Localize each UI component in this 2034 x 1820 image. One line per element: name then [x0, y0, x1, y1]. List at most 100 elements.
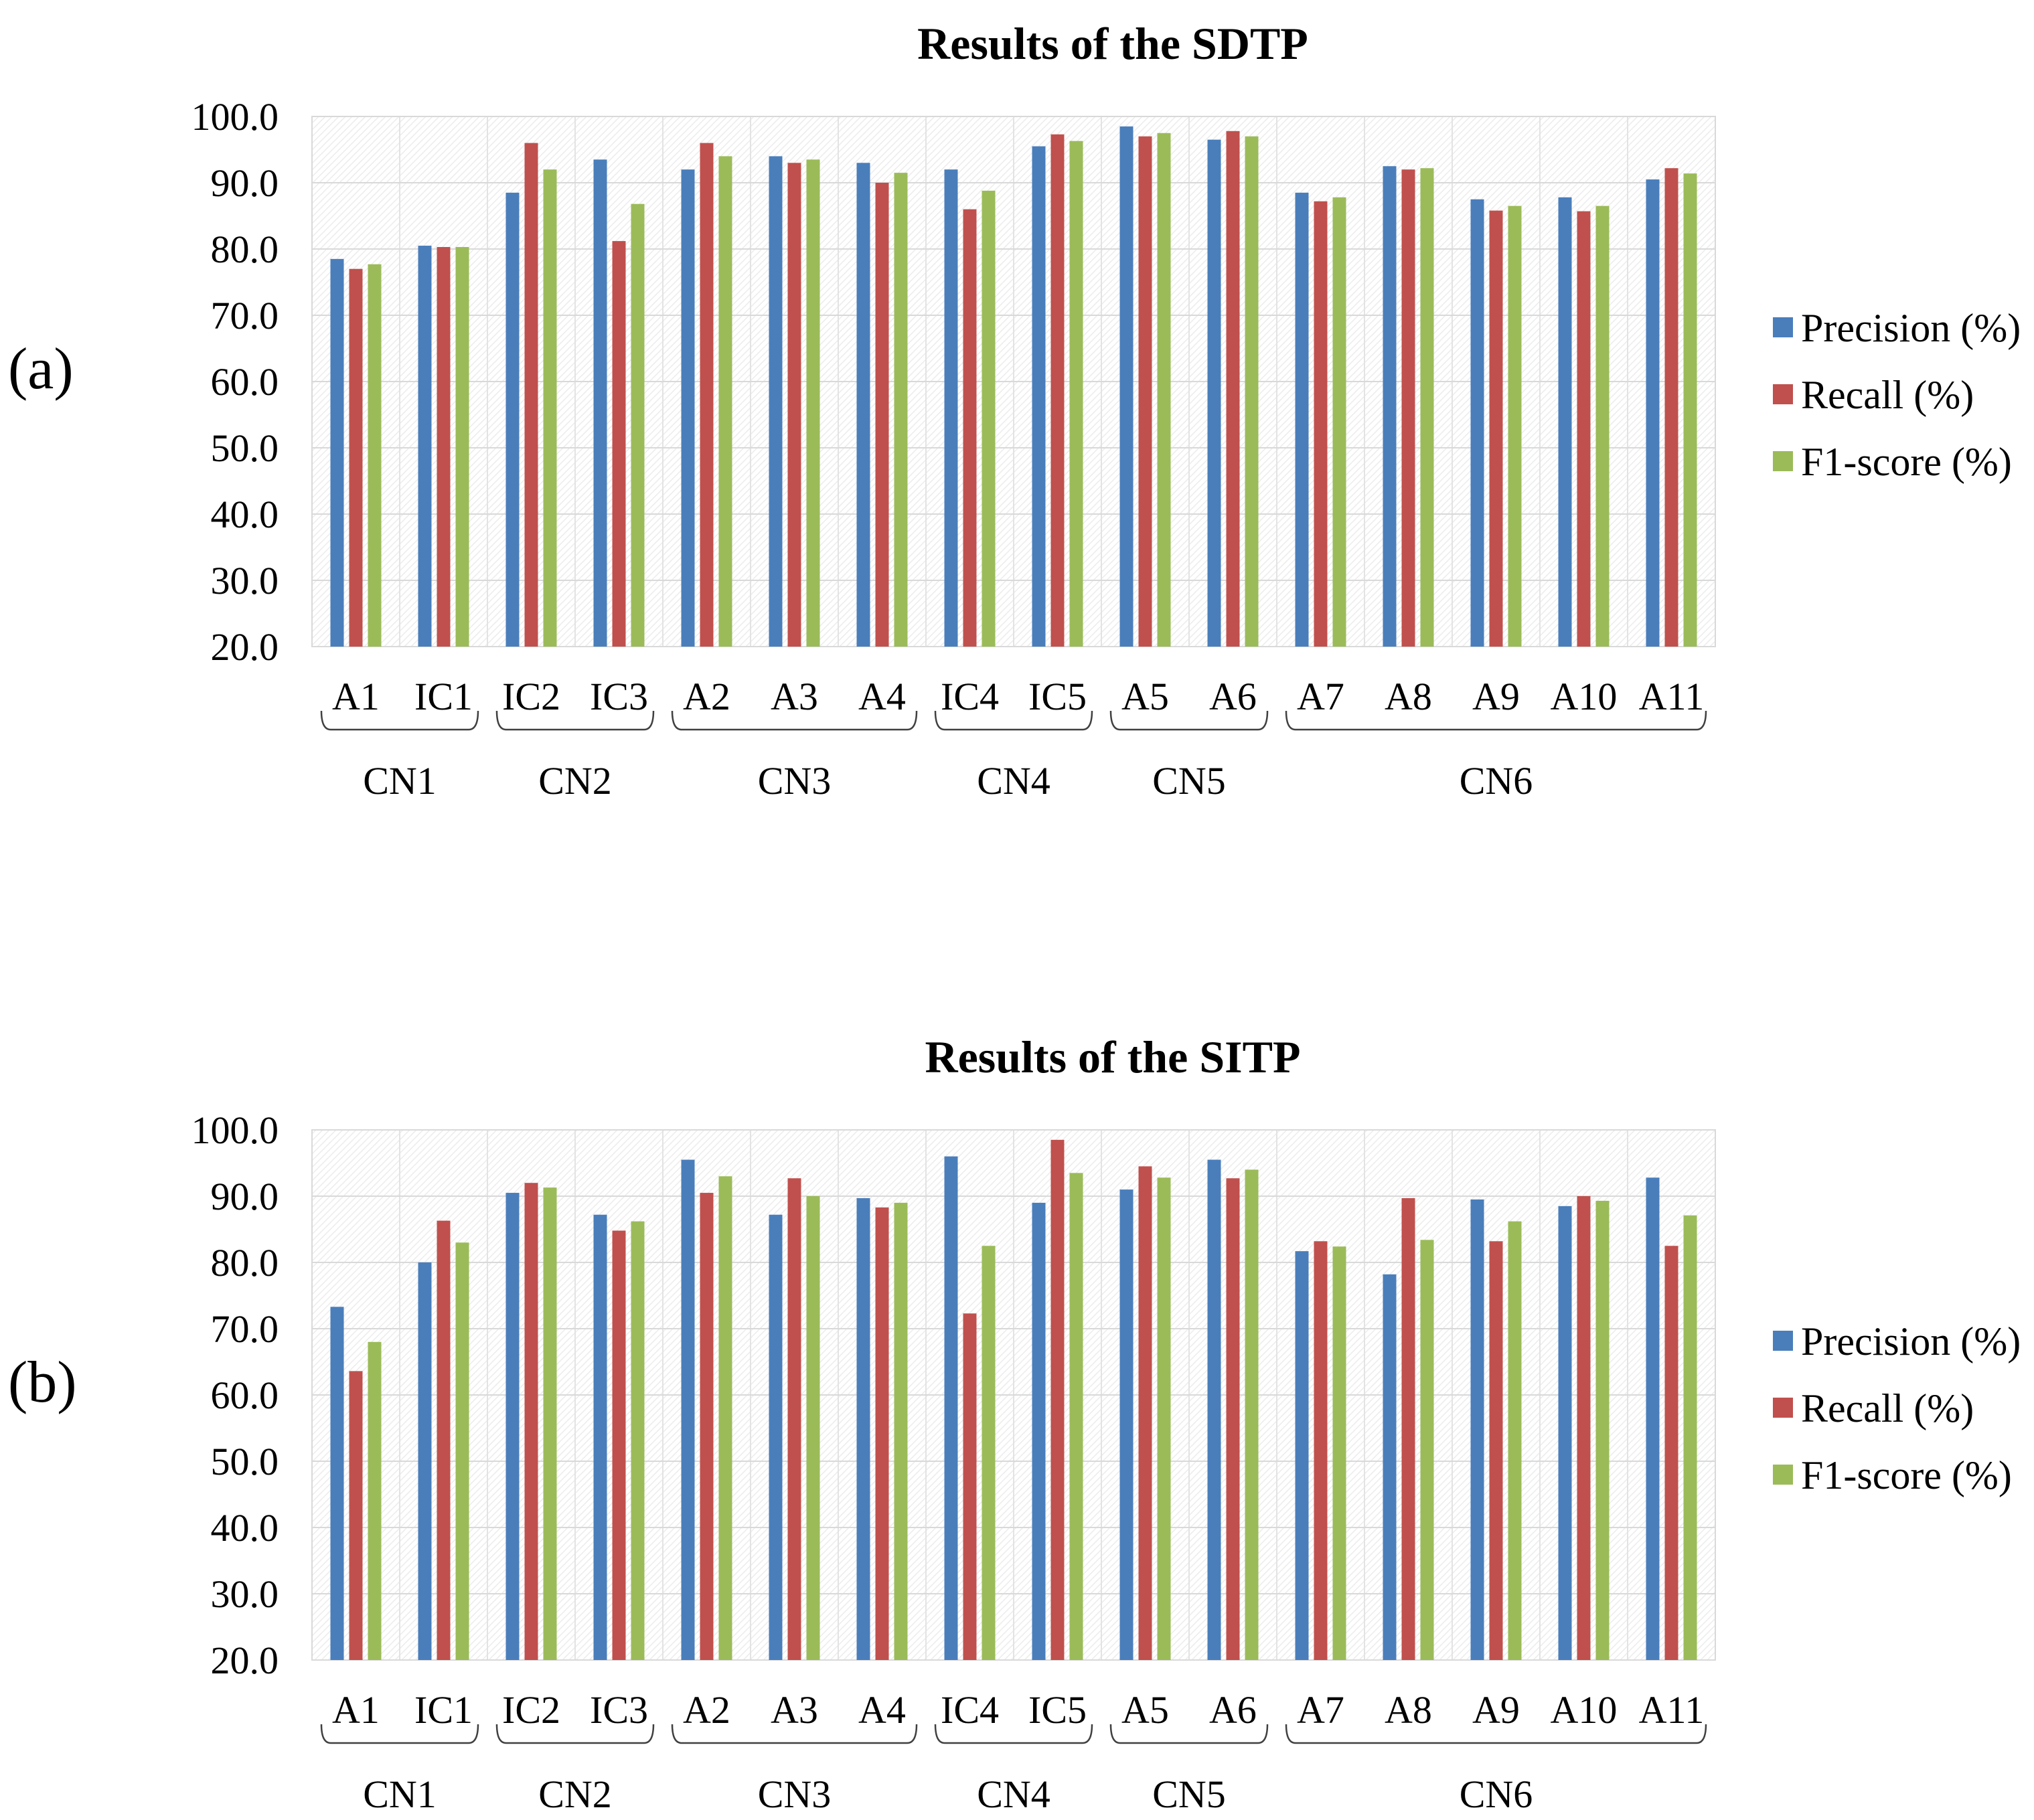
bar-recall-a9	[1489, 210, 1503, 647]
x-tick-label: A3	[771, 1688, 818, 1732]
x-tick-label: A8	[1385, 675, 1432, 718]
group-brace	[671, 710, 918, 731]
legend-label-precision: Precision (%)	[1801, 306, 2021, 350]
bar-f1-a8	[1420, 168, 1434, 647]
bar-precision-ic3	[593, 1214, 607, 1660]
bar-precision-a10	[1558, 1206, 1572, 1660]
bar-f1-ic2	[543, 1187, 557, 1660]
x-tick-label: A8	[1385, 1688, 1432, 1732]
legend-swatch-precision	[1773, 1331, 1793, 1351]
bar-f1-a6	[1245, 136, 1259, 647]
bar-precision-a9	[1470, 199, 1484, 647]
bar-precision-a6	[1207, 1159, 1221, 1660]
x-tick-label: IC3	[590, 675, 648, 718]
bar-precision-a2	[681, 169, 695, 647]
bar-precision-a1	[330, 1307, 344, 1660]
y-tick-label: 70.0	[211, 294, 279, 337]
bar-recall-a5	[1138, 1166, 1152, 1660]
bar-f1-a10	[1595, 205, 1610, 647]
bar-recall-a6	[1226, 131, 1240, 647]
bar-recall-ic4	[963, 1313, 977, 1660]
y-tick-label: 70.0	[211, 1307, 279, 1351]
bar-precision-a3	[769, 1214, 783, 1660]
legend-label-f1: F1-score (%)	[1801, 1453, 2012, 1497]
bar-f1-ic4	[982, 1246, 996, 1660]
legend-swatch-precision	[1773, 317, 1793, 337]
plot-area-sdtp: 20.0 30.0 40.0 50.0 60.0 70.0 80.0 90.0 100.0 A1 I…	[191, 95, 1716, 803]
x-tick-label: A1	[332, 1688, 380, 1732]
group-brace	[934, 710, 1093, 731]
legend-swatch-recall	[1773, 1398, 1793, 1418]
group-label-cn1: CN1	[363, 1772, 437, 1816]
x-tick-label: A6	[1209, 675, 1257, 718]
x-tick-label: IC3	[590, 1688, 648, 1732]
y-tick-label: 30.0	[211, 559, 279, 602]
chart-sdtp: (a) Results of the SDTP 20.0 30.0 40.0 50.0…	[8, 18, 2021, 803]
bar-f1-a10	[1595, 1200, 1610, 1660]
x-tick-label: IC1	[414, 1688, 473, 1732]
bar-recall-ic5	[1050, 134, 1065, 647]
panel-label-a: (a)	[8, 337, 74, 402]
x-tick-label: IC1	[414, 675, 473, 718]
bar-f1-ic3	[631, 203, 645, 647]
bar-recall-ic3	[612, 1230, 626, 1660]
x-tick-label: A7	[1297, 675, 1344, 718]
y-tick-label: 50.0	[211, 1440, 279, 1483]
x-tick-label: A9	[1472, 1688, 1520, 1732]
bar-f1-ic1	[455, 1242, 469, 1660]
x-tick-label: A1	[332, 675, 380, 718]
chart-title-sitp: Results of the SITP	[925, 1031, 1300, 1082]
group-brace	[1109, 1724, 1269, 1744]
legend-swatch-recall	[1773, 384, 1793, 404]
bar-recall-a3	[787, 1178, 801, 1660]
group-label-cn1: CN1	[363, 759, 437, 803]
bar-f1-ic5	[1069, 1173, 1083, 1660]
bar-precision-ic4	[944, 169, 958, 647]
legend-label-precision: Precision (%)	[1801, 1319, 2021, 1363]
bar-f1-a9	[1508, 205, 1522, 647]
bar-recall-a5	[1138, 136, 1152, 647]
legend-label-recall: Recall (%)	[1801, 1386, 1974, 1430]
x-tick-label: A9	[1472, 675, 1520, 718]
bar-precision-a7	[1295, 1251, 1309, 1660]
bar-f1-ic5	[1069, 141, 1083, 647]
bar-recall-a8	[1401, 169, 1415, 647]
group-label-cn5: CN5	[1152, 1772, 1226, 1816]
bar-precision-a9	[1470, 1199, 1484, 1660]
x-tick-label: A6	[1209, 1688, 1257, 1732]
bar-recall-ic1	[437, 1220, 451, 1660]
chart-sitp: (b) Results of the SITP 20.0 30.0 40.0 50.0…	[8, 1031, 2021, 1816]
bar-f1-a7	[1332, 197, 1346, 647]
y-tick-label: 20.0	[211, 1639, 279, 1682]
group-brace	[1109, 710, 1269, 731]
group-brace	[320, 1724, 479, 1744]
bar-f1-a9	[1508, 1221, 1522, 1660]
bar-recall-a10	[1577, 1196, 1591, 1660]
legend-sitp: Precision (%) Recall (%) F1-score (%)	[1773, 1319, 2021, 1497]
bar-f1-a4	[894, 1202, 908, 1660]
x-tick-label: A2	[683, 1688, 730, 1732]
bar-precision-a10	[1558, 197, 1572, 647]
x-tick-label: A7	[1297, 1688, 1344, 1732]
y-tick-label: 90.0	[211, 1175, 279, 1218]
x-tick-label: IC5	[1028, 1688, 1087, 1732]
legend-label-f1: F1-score (%)	[1801, 440, 2012, 484]
x-tick-label: A5	[1121, 675, 1169, 718]
y-tick-label: 100.0	[191, 95, 279, 139]
x-tick-label: A5	[1121, 1688, 1169, 1732]
group-brace	[495, 1724, 655, 1744]
bar-f1-a2	[718, 1176, 732, 1660]
bar-recall-a7	[1314, 1241, 1328, 1660]
group-brace	[1285, 710, 1707, 731]
bar-f1-a2	[718, 156, 732, 647]
bar-f1-a1	[368, 1341, 382, 1660]
bar-precision-a11	[1646, 1177, 1660, 1660]
bar-precision-ic1	[418, 246, 432, 647]
bar-precision-a5	[1119, 126, 1133, 647]
legend-swatch-f1	[1773, 1465, 1793, 1485]
group-label-cn2: CN2	[538, 1772, 612, 1816]
legend-label-recall: Recall (%)	[1801, 373, 1974, 417]
bar-recall-ic3	[612, 241, 626, 647]
bar-precision-ic1	[418, 1262, 432, 1660]
